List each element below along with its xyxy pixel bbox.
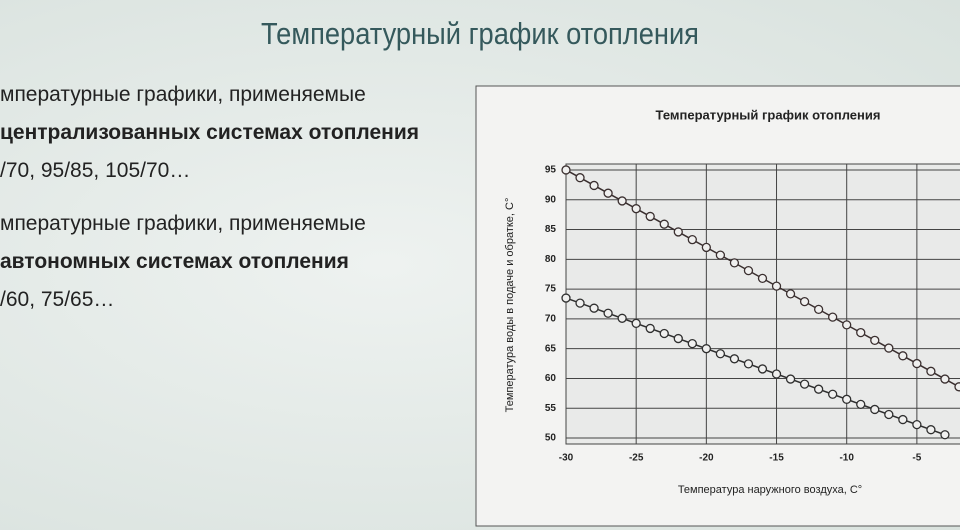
data-point (715, 250, 726, 260)
y-tick-label: 50 (545, 433, 557, 444)
slide-title: Температурный график отопления (261, 16, 699, 51)
data-point (785, 289, 796, 299)
data-point (673, 333, 683, 344)
data-point (561, 165, 571, 175)
y-tick-label: 55 (545, 403, 557, 414)
data-point (687, 338, 697, 349)
data-point (575, 298, 585, 308)
data-point (673, 227, 683, 237)
data-point (856, 399, 866, 410)
data-point (828, 389, 838, 399)
data-point (757, 364, 768, 374)
data-point (603, 188, 613, 198)
data-point (898, 414, 908, 425)
data-point (589, 180, 599, 191)
data-point (631, 204, 641, 214)
data-point (884, 409, 894, 420)
y-tick-label: 80 (545, 254, 557, 265)
x-tick-label: -10 (839, 453, 854, 464)
text-line: мпературные графики, применяемые (0, 83, 366, 106)
data-point (898, 351, 908, 361)
plot-area (565, 163, 960, 445)
data-point (813, 384, 824, 394)
x-tick-label: -20 (699, 453, 714, 464)
data-point (701, 242, 712, 253)
data-point (659, 219, 669, 229)
data-point (729, 354, 740, 364)
text-block: мпературные графики, применяемые автоном… (0, 205, 366, 319)
data-point (603, 308, 613, 318)
data-point (617, 313, 627, 323)
data-point (912, 358, 922, 369)
data-point (575, 173, 585, 183)
data-point (785, 374, 796, 384)
x-tick-label: -5 (912, 453, 921, 464)
y-tick-label: 75 (545, 284, 557, 295)
data-point (743, 359, 754, 369)
text-line: автономных системах отопления (0, 250, 349, 273)
text-line: централизованных системах отопления (0, 121, 420, 144)
data-point (729, 258, 740, 268)
data-point (561, 293, 571, 303)
y-tick-label: 70 (545, 314, 557, 325)
y-tick-label: 95 (545, 165, 557, 176)
data-point (757, 273, 768, 284)
data-point (701, 344, 712, 354)
data-point (771, 369, 782, 379)
text-block: мпературные графики, применяемые централ… (0, 76, 419, 190)
data-point (842, 320, 852, 330)
x-tick-label: -25 (629, 453, 644, 464)
data-point (645, 211, 655, 222)
data-point (828, 312, 838, 322)
data-point (870, 335, 880, 345)
y-axis-label: Температура воды в подаче и обратке, С° (504, 198, 516, 413)
data-point (771, 281, 782, 291)
x-tick-label: -30 (559, 453, 574, 464)
data-point (856, 327, 866, 338)
series-line (565, 297, 946, 436)
data-point (940, 430, 950, 440)
data-point (940, 374, 950, 384)
data-point (631, 318, 641, 329)
data-point (870, 404, 880, 415)
data-point (659, 328, 669, 339)
data-point (842, 394, 852, 404)
chart-title: Температурный график отопления (656, 107, 881, 122)
data-point (813, 304, 824, 315)
data-point (743, 265, 754, 276)
data-point (926, 366, 936, 376)
data-point (687, 235, 697, 245)
y-tick-label: 85 (545, 224, 557, 235)
y-tick-label: 90 (545, 194, 557, 205)
data-point (617, 196, 627, 206)
data-point (912, 419, 922, 430)
data-point (715, 349, 726, 359)
data-point (645, 323, 655, 334)
data-point (926, 425, 936, 435)
data-point (884, 343, 894, 353)
x-axis-label: Температура наружного воздуха, С° (678, 484, 862, 496)
text-line: мпературные графики, применяемые (0, 212, 366, 235)
data-point (954, 382, 960, 392)
text-line: /60, 75/65… (0, 288, 115, 311)
y-tick-label: 65 (545, 343, 557, 354)
data-point (799, 379, 810, 389)
x-tick-label: -15 (769, 453, 784, 464)
text-line: /70, 95/85, 105/70… (0, 159, 191, 182)
data-point (799, 296, 810, 307)
data-point (589, 303, 599, 313)
y-tick-label: 60 (545, 373, 557, 384)
